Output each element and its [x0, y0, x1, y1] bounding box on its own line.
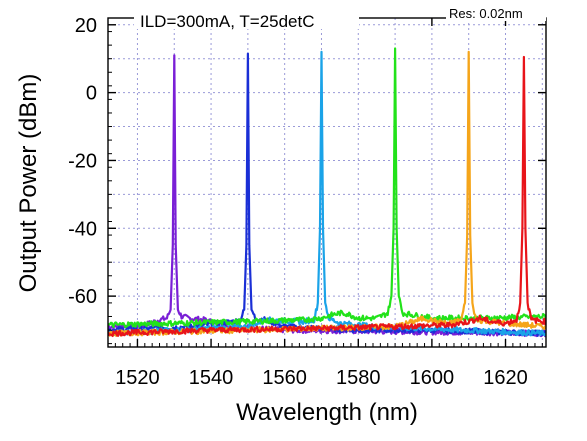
y-tick-label: 20 [75, 15, 97, 37]
y-tick-label: -40 [68, 218, 97, 240]
y-axis-label: Output Power (dBm) [15, 74, 42, 293]
x-tick-label: 1620 [483, 367, 528, 389]
y-tick-label: -60 [68, 286, 97, 308]
x-tick-label: 1560 [262, 367, 307, 389]
x-tick-label: 1600 [410, 367, 455, 389]
y-tick-label: -20 [68, 150, 97, 172]
x-tick-label: 1540 [189, 367, 234, 389]
x-tick-labels: 1520 1540 1560 1580 1600 1620 [115, 367, 528, 389]
spectrum-series-line [108, 47, 546, 329]
y-tick-labels: 20 0 -20 -40 -60 [68, 15, 97, 308]
x-tick-label: 1520 [115, 367, 160, 389]
x-tick-label: 1580 [336, 367, 381, 389]
spectrum-series-line [108, 54, 546, 338]
spectrum-series-line [108, 55, 546, 337]
series-group [108, 47, 546, 338]
title-box [134, 10, 359, 29]
chart-title: ILD=300mA, T=25detC [140, 12, 315, 31]
resolution-annotation: Res: 0.02nm [449, 6, 523, 21]
annotation-box [446, 4, 546, 21]
x-axis-label: Wavelength (nm) [236, 399, 418, 426]
y-tick-label: 0 [86, 83, 97, 105]
